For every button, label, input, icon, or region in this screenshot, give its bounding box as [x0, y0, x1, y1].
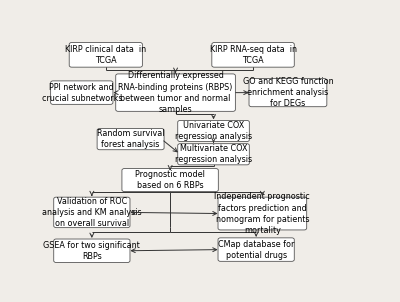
- FancyBboxPatch shape: [249, 79, 327, 107]
- Text: KIRP RNA-seq data  in
TCGA: KIRP RNA-seq data in TCGA: [210, 45, 296, 65]
- Text: Differentially expressed
RNA-binding proteins (RBPS)
between tumor and normal
sa: Differentially expressed RNA-binding pro…: [118, 72, 233, 114]
- Text: KIRP clinical data  in
TCGA: KIRP clinical data in TCGA: [65, 45, 146, 65]
- FancyBboxPatch shape: [212, 43, 294, 67]
- FancyBboxPatch shape: [54, 239, 130, 262]
- Text: Random survival
forest analysis: Random survival forest analysis: [97, 129, 164, 149]
- Text: Independent prognostic
factors prediction and
nomogram for patients
mortality: Independent prognostic factors predictio…: [214, 192, 310, 235]
- Text: CMap database for
potential drugs: CMap database for potential drugs: [218, 239, 294, 260]
- FancyBboxPatch shape: [54, 197, 130, 228]
- FancyBboxPatch shape: [218, 238, 294, 261]
- Text: Validation of ROC
analysis and KM analysis
on overall survival: Validation of ROC analysis and KM analys…: [42, 197, 142, 228]
- FancyBboxPatch shape: [218, 197, 307, 230]
- Text: Multivariate COX
regression analysis: Multivariate COX regression analysis: [175, 144, 252, 164]
- Text: Prognostic model
based on 6 RBPs: Prognostic model based on 6 RBPs: [135, 170, 205, 190]
- Text: GSEA for two significant
RBPs: GSEA for two significant RBPs: [44, 241, 140, 261]
- FancyBboxPatch shape: [69, 43, 142, 67]
- Text: Univariate COX
regression analysis: Univariate COX regression analysis: [175, 121, 252, 141]
- Text: GO and KEGG function
enrichment analysis
for DEGs: GO and KEGG function enrichment analysis…: [243, 77, 333, 108]
- FancyBboxPatch shape: [178, 144, 249, 165]
- FancyBboxPatch shape: [122, 169, 218, 191]
- FancyBboxPatch shape: [178, 120, 249, 142]
- FancyBboxPatch shape: [51, 81, 113, 104]
- FancyBboxPatch shape: [116, 74, 235, 111]
- Text: PPI network and
crucial subnetworks: PPI network and crucial subnetworks: [42, 82, 122, 103]
- FancyBboxPatch shape: [97, 129, 164, 150]
